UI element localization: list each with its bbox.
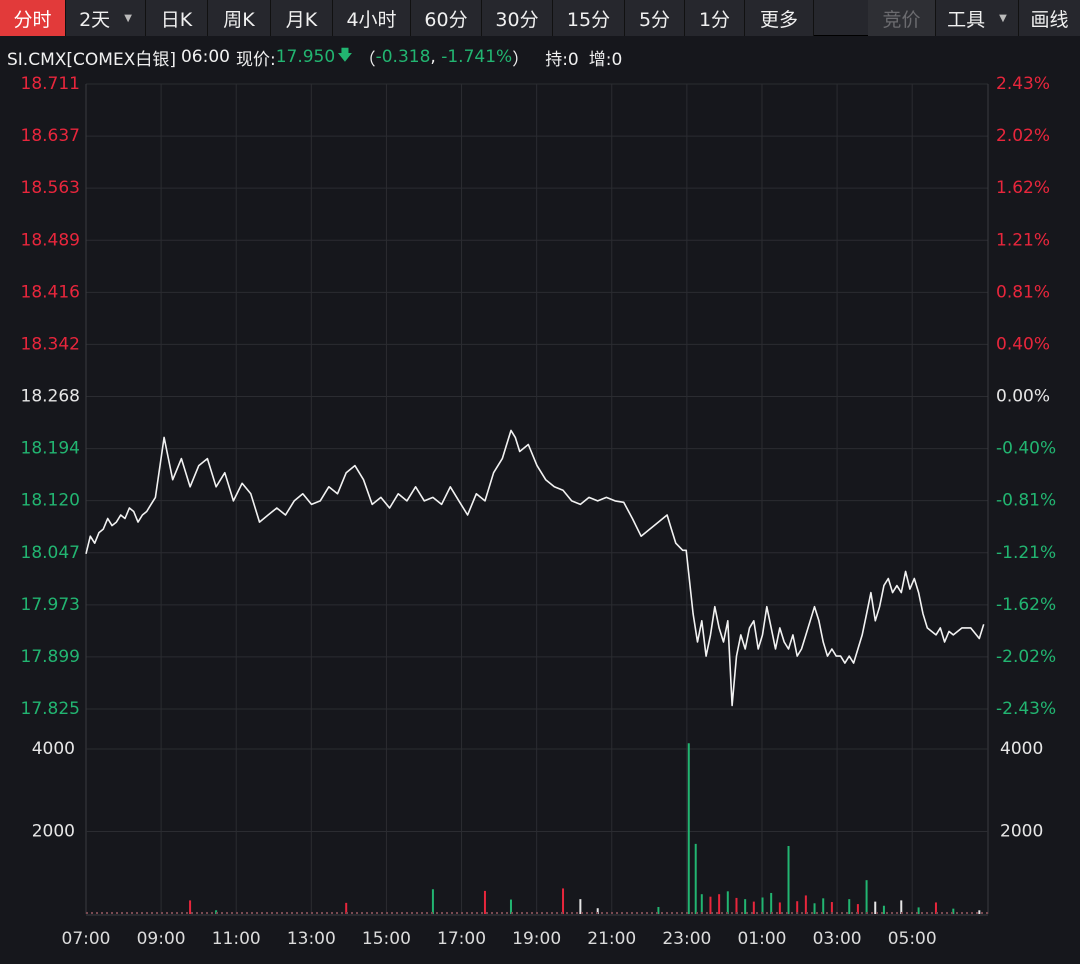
price-tick-label: 18.637 — [21, 126, 80, 146]
tab-label: 4小时 — [346, 8, 397, 31]
price-tick-label: 18.489 — [21, 230, 80, 250]
percent-tick-label: 1.62% — [996, 178, 1050, 198]
volume-tick-label: 4000 — [32, 739, 75, 759]
time-tick-label: 15:00 — [362, 929, 411, 949]
tab-label: 1分 — [698, 8, 731, 31]
symbol-name: SI.CMX[COMEX白银] — [7, 49, 176, 70]
tab-label: 分时 — [13, 8, 52, 31]
tab-label: 工具 — [947, 8, 986, 31]
price-tick-label: 17.899 — [21, 647, 80, 667]
time-tick-label: 23:00 — [662, 929, 711, 949]
toolbar-spacer — [814, 0, 868, 35]
percent-tick-label: -1.62% — [996, 595, 1056, 615]
current-price: 17.950 — [275, 47, 336, 67]
percent-tick-label: -0.81% — [996, 491, 1056, 511]
price-label: 现价: — [235, 49, 276, 70]
price-tick-label: 18.120 — [21, 491, 80, 511]
tab-label: 日K — [160, 8, 193, 31]
percent-tick-label: 0.81% — [996, 282, 1050, 302]
percent-tick-label: -2.02% — [996, 647, 1056, 667]
down-arrow-icon: 🡇 — [337, 45, 353, 64]
price-tick-label: 18.268 — [21, 387, 80, 407]
tab-label: 60分 — [424, 8, 468, 31]
tab-intraday[interactable]: 分时 — [0, 0, 66, 36]
tab-5-min[interactable]: 5分 — [625, 0, 685, 36]
time-tick-label: 03:00 — [813, 929, 862, 949]
price-change: -0.318 — [375, 47, 431, 67]
price-tick-label: 18.194 — [21, 439, 80, 459]
percent-tick-label: -2.43% — [996, 699, 1056, 719]
percent-tick-label: -1.21% — [996, 543, 1056, 563]
tab-label: 竞价 — [882, 8, 921, 31]
tab-label: 月K — [285, 8, 318, 31]
percent-tick-label: 0.00% — [996, 387, 1050, 407]
volume-tick-label: 2000 — [1000, 822, 1043, 842]
price-tick-label: 18.563 — [21, 178, 80, 198]
tab-monthly-k[interactable]: 月K — [271, 0, 333, 36]
percent-tick-label: -0.40% — [996, 439, 1056, 459]
open-interest-increase: 增:0 — [588, 49, 623, 70]
tab-more[interactable]: 更多 — [745, 0, 814, 36]
tab-weekly-k[interactable]: 周K — [208, 0, 271, 36]
quote-time: 06:00 — [180, 47, 230, 67]
tab-label: 30分 — [495, 8, 539, 31]
tab-label: 15分 — [566, 8, 611, 31]
time-tick-label: 09:00 — [137, 929, 186, 949]
price-tick-label: 17.825 — [21, 699, 80, 719]
price-change-percent: -1.741% — [441, 47, 513, 67]
intraday-chart[interactable]: 18.711 2.43% 18.637 2.02% 18.563 1.62% 18.489 1… — [0, 70, 1080, 964]
open-interest: 持:0 — [545, 49, 579, 70]
time-tick-label: 17:00 — [437, 929, 486, 949]
price-tick-label: 18.047 — [21, 543, 80, 563]
time-tick-label: 13:00 — [287, 929, 336, 949]
chevron-down-icon: ▼ — [999, 12, 1007, 24]
tools-dropdown[interactable]: 工具 ▼ — [936, 0, 1019, 36]
tab-label: 更多 — [759, 8, 798, 31]
time-tick-label: 21:00 — [587, 929, 636, 949]
tab-two-day[interactable]: 2天 ▼ — [66, 0, 146, 36]
tab-draw-line[interactable]: 画线 — [1019, 0, 1080, 36]
tab-daily-k[interactable]: 日K — [146, 0, 208, 36]
time-tick-label: 05:00 — [888, 929, 937, 949]
percent-tick-label: 1.21% — [996, 230, 1050, 250]
percent-tick-label: 2.43% — [996, 74, 1050, 94]
tab-15-min[interactable]: 15分 — [553, 0, 625, 36]
chevron-down-icon: ▼ — [124, 12, 132, 24]
time-tick-label: 11:00 — [212, 929, 261, 949]
percent-tick-label: 2.02% — [996, 126, 1050, 146]
time-tick-label: 07:00 — [62, 929, 111, 949]
percent-tick-label: 0.40% — [996, 334, 1050, 354]
price-tick-label: 18.342 — [21, 334, 80, 354]
tab-60-min[interactable]: 60分 — [411, 0, 482, 36]
tab-label: 周K — [223, 8, 255, 31]
time-tick-label: 01:00 — [737, 929, 786, 949]
period-toolbar: 分时 2天 ▼ 日K 周K 月K 4小时 60分 30分 15分 5分 1分 更多… — [0, 0, 1080, 36]
price-tick-label: 17.973 — [21, 595, 80, 615]
tab-label: 2天 — [79, 8, 111, 31]
tab-label: 画线 — [1030, 8, 1069, 31]
price-line — [85, 429, 985, 707]
tab-1-min[interactable]: 1分 — [685, 0, 745, 36]
volume-tick-label: 2000 — [32, 822, 75, 842]
volume-tick-label: 4000 — [1000, 739, 1043, 759]
tab-auction[interactable]: 竞价 — [868, 0, 936, 36]
tab-30-min[interactable]: 30分 — [482, 0, 553, 36]
quote-info-bar: SI.CMX[COMEX白银] 06:00 现价: 17.950 🡇 （ -0.… — [7, 45, 623, 70]
price-tick-label: 18.711 — [21, 74, 80, 94]
tab-4-hour[interactable]: 4小时 — [333, 0, 411, 36]
price-tick-label: 18.416 — [21, 282, 80, 302]
tab-label: 5分 — [638, 8, 671, 31]
time-tick-label: 19:00 — [512, 929, 561, 949]
